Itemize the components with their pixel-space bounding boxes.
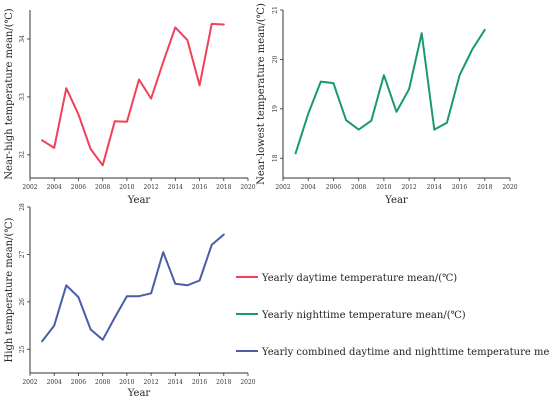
x-axis-label: Year bbox=[127, 388, 151, 399]
x-tick-label: 2002 bbox=[275, 184, 290, 191]
x-tick-label: 2016 bbox=[452, 184, 467, 191]
y-tick-label: 26 bbox=[19, 298, 26, 306]
x-tick-label: 2012 bbox=[143, 184, 158, 191]
chart-panel-1: 2002 2004 2006 2008 2010 2012 2014 2016 2018 2020… bbox=[4, 8, 256, 206]
y-tick-label: 27 bbox=[19, 250, 26, 258]
x-tick-label: 2002 bbox=[22, 379, 37, 386]
legend-label: Yearly combined daytime and nighttime te… bbox=[261, 347, 550, 358]
series-line bbox=[294, 28, 486, 155]
x-tick-label: 2016 bbox=[192, 379, 207, 386]
x-tick-label: 2016 bbox=[192, 184, 207, 191]
y-axis-label: Near-high temperature mean/(℃) bbox=[4, 8, 15, 180]
x-tick-label: 2004 bbox=[47, 184, 62, 191]
x-tick-label: 2004 bbox=[301, 184, 316, 191]
x-tick-label: 2002 bbox=[22, 184, 37, 191]
y-axis-label: Near-lowest temperature mean/(℃) bbox=[256, 3, 267, 185]
x-tick-label: 2014 bbox=[168, 379, 183, 386]
x-tick-label: 2014 bbox=[427, 184, 442, 191]
x-tick-label: 2018 bbox=[477, 184, 492, 191]
y-tick-label: 19 bbox=[272, 105, 279, 113]
x-axis-label: Year bbox=[384, 195, 408, 206]
y-tick-label: 33 bbox=[19, 93, 26, 101]
x-tick-label: 2004 bbox=[47, 379, 62, 386]
y-tick-label: 18 bbox=[272, 154, 279, 162]
legend: Yearly daytime temperature mean/(℃) Yearl… bbox=[236, 273, 550, 358]
chart-panel-2: 2002 2004 2006 2008 2010 2012 2014 2016 2018 2020… bbox=[256, 3, 518, 206]
y-tick-label: 25 bbox=[19, 345, 26, 353]
series-line bbox=[41, 22, 225, 167]
x-tick-label: 2006 bbox=[71, 379, 86, 386]
x-tick-label: 2008 bbox=[95, 184, 110, 191]
x-tick-label: 2020 bbox=[240, 184, 255, 191]
x-tick-label: 2008 bbox=[95, 379, 110, 386]
y-tick-label: 34 bbox=[19, 35, 26, 43]
y-tick-label: 21 bbox=[272, 6, 279, 14]
x-axis-label: Year bbox=[127, 195, 151, 206]
y-tick-label: 32 bbox=[19, 151, 26, 159]
x-tick-label: 2014 bbox=[168, 184, 183, 191]
x-tick-label: 2020 bbox=[240, 379, 255, 386]
chart-panel-3: 2002 2004 2006 2008 2010 2012 2014 2016 2018 2020… bbox=[4, 203, 256, 399]
x-tick-label: 2010 bbox=[119, 184, 134, 191]
y-tick-label: 20 bbox=[272, 55, 279, 63]
x-tick-label: 2012 bbox=[143, 379, 158, 386]
y-axis-label: High temperature mean/(℃) bbox=[4, 217, 15, 362]
legend-label: Yearly nighttime temperature mean/(℃) bbox=[261, 310, 466, 321]
series-line bbox=[41, 233, 225, 343]
x-tick-label: 2006 bbox=[326, 184, 341, 191]
x-tick-label: 2006 bbox=[71, 184, 86, 191]
y-tick-label: 28 bbox=[19, 203, 26, 211]
x-tick-label: 2010 bbox=[119, 379, 134, 386]
x-tick-label: 2008 bbox=[351, 184, 366, 191]
x-tick-label: 2020 bbox=[502, 184, 517, 191]
x-tick-label: 2012 bbox=[401, 184, 416, 191]
x-tick-label: 2010 bbox=[376, 184, 391, 191]
x-tick-label: 2018 bbox=[216, 379, 231, 386]
legend-label: Yearly daytime temperature mean/(℃) bbox=[261, 273, 457, 284]
x-tick-label: 2018 bbox=[216, 184, 231, 191]
